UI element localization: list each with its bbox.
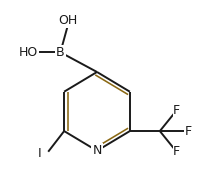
Text: N: N <box>92 144 102 157</box>
Text: I: I <box>38 147 42 160</box>
Text: OH: OH <box>58 14 78 27</box>
Text: B: B <box>56 46 65 59</box>
Text: F: F <box>184 125 192 138</box>
Text: HO: HO <box>19 46 38 59</box>
Text: F: F <box>173 104 180 117</box>
Text: F: F <box>173 145 180 158</box>
